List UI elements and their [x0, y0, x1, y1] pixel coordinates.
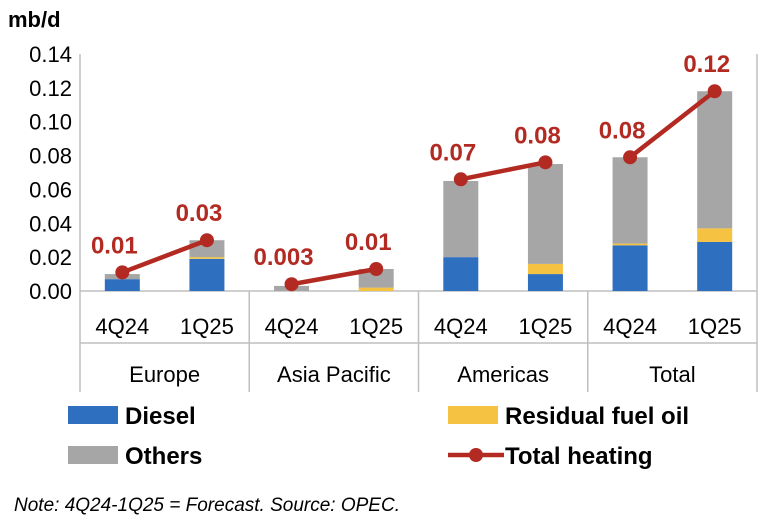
- total-heating-data-label: 0.003: [254, 244, 314, 271]
- total-heating-marker: [623, 150, 638, 165]
- y-axis-ticks: 0.00 0.02 0.04 0.06 0.08 0.10 0.12 0.14: [29, 42, 72, 304]
- total-heating-data-label: 0.12: [683, 51, 730, 78]
- total-heating-marker: [199, 233, 214, 248]
- bar-diesel: [443, 257, 479, 291]
- group-label-total: Total: [649, 362, 695, 387]
- bar-residual-fuel-oil: [358, 287, 394, 291]
- legend-label-others: Others: [125, 443, 202, 470]
- x-tick-label: 1Q25: [519, 314, 573, 339]
- bar-others: [697, 91, 733, 229]
- bar-residual-fuel-oil: [612, 243, 648, 246]
- bar-diesel: [189, 258, 225, 291]
- x-tick-label: 4Q24: [265, 314, 319, 339]
- y-tick-label: 0.02: [29, 245, 72, 270]
- bar-others: [612, 157, 648, 244]
- total-heating-marker: [369, 261, 384, 276]
- total-heating-segment: [121, 238, 208, 275]
- total-heating-data-label: 0.03: [176, 200, 223, 227]
- x-tick-label: 4Q24: [603, 314, 657, 339]
- legend-swatch-diesel: [68, 406, 118, 424]
- bar-residual-fuel-oil: [697, 228, 733, 242]
- bar-residual-fuel-oil: [527, 263, 563, 275]
- group-label-asia-pacific: Asia Pacific: [277, 362, 391, 387]
- total-heating-data-label: 0.08: [599, 117, 646, 144]
- y-tick-label: 0.14: [29, 42, 72, 67]
- total-heating-data-label: 0.01: [91, 232, 138, 259]
- y-tick-label: 0.08: [29, 144, 72, 169]
- bar-residual-fuel-oil: [189, 257, 225, 259]
- legend-label-residual-fuel-oil: Residual fuel oil: [505, 403, 689, 430]
- total-heating-marker: [707, 84, 722, 99]
- group-label-americas: Americas: [457, 362, 549, 387]
- legend-swatch-residual-fuel-oil: [448, 406, 498, 424]
- y-tick-label: 0.00: [29, 279, 72, 304]
- total-heating-line: 0.01 0.03 0.003 0.01 0.07 0.08 0.08 0.12: [91, 51, 730, 292]
- y-tick-label: 0.06: [29, 177, 72, 202]
- y-tick-label: 0.04: [29, 211, 72, 236]
- x-tick-label: 1Q25: [349, 314, 403, 339]
- x-tick-label: 1Q25: [180, 314, 234, 339]
- legend-label-diesel: Diesel: [125, 403, 196, 430]
- total-heating-segment: [291, 266, 377, 287]
- legend: Diesel Residual fuel oil Others Total heati…: [68, 403, 689, 470]
- x-tick-label: 4Q24: [95, 314, 149, 339]
- total-heating-marker: [453, 172, 468, 187]
- bar-diesel: [527, 274, 563, 291]
- bar-others: [527, 164, 563, 264]
- bar-diesel: [612, 245, 648, 291]
- total-heating-segment: [628, 89, 717, 160]
- bar-others: [443, 180, 479, 258]
- x-tick-label: 1Q25: [688, 314, 742, 339]
- total-heating-data-label: 0.01: [345, 229, 392, 256]
- x-axis: 4Q24 1Q25 Europe 4Q24 1Q25 Asia Pacific 4Q24 1Q…: [79, 291, 758, 392]
- y-axis-unit-label: mb/d: [8, 7, 61, 32]
- total-heating-marker: [284, 277, 299, 292]
- y-tick-label: 0.10: [29, 110, 72, 135]
- x-tick-label: 4Q24: [434, 314, 488, 339]
- plot-frame: [79, 54, 758, 292]
- legend-label-total-heating: Total heating: [505, 443, 653, 470]
- y-tick-label: 0.12: [29, 76, 72, 101]
- legend-swatch-others: [68, 446, 118, 464]
- total-heating-data-label: 0.07: [429, 139, 476, 166]
- total-heating-data-label: 0.08: [514, 122, 561, 149]
- bar-diesel: [697, 241, 733, 291]
- total-heating-marker: [538, 155, 553, 170]
- group-label-europe: Europe: [129, 362, 200, 387]
- bar-diesel: [104, 279, 140, 291]
- total-heating-marker: [115, 265, 130, 280]
- footnote: Note: 4Q24-1Q25 = Forecast. Source: OPEC…: [14, 495, 400, 516]
- bar-others: [358, 268, 394, 288]
- legend-marker-total-heating: [469, 448, 483, 462]
- bars: [104, 91, 733, 291]
- total-heating-segment: [460, 160, 546, 182]
